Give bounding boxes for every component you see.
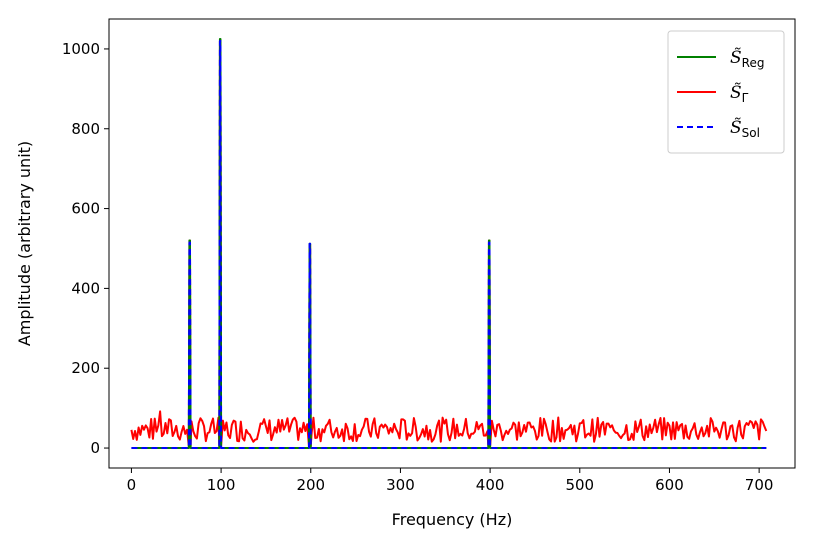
y-tick-label: 400	[71, 279, 100, 297]
x-tick-label: 700	[745, 476, 774, 494]
legend-label: S̃Γ	[730, 83, 749, 105]
x-tick-label: 300	[386, 476, 415, 494]
series-line-gamma	[130, 39, 768, 448]
y-tick-label: 1000	[62, 40, 100, 58]
x-tick-label: 400	[476, 476, 505, 494]
y-axis: 0 200 400 600 800 1000	[62, 40, 109, 457]
y-tick-label: 600	[71, 200, 100, 218]
x-tick-label: 200	[296, 476, 325, 494]
y-tick-label: 0	[90, 439, 100, 457]
series-layer	[130, 37, 768, 450]
y-tick-label: 200	[71, 359, 100, 377]
legend-label: S̃Sol	[730, 118, 760, 140]
x-axis-label: Frequency (Hz)	[392, 510, 513, 529]
series-line-sol	[131, 39, 767, 450]
x-tick-label: 600	[655, 476, 684, 494]
plot-frame	[108, 18, 796, 469]
x-tick-label: 500	[565, 476, 594, 494]
y-tick-label: 800	[71, 120, 100, 138]
x-tick-label: 100	[207, 476, 236, 494]
x-axis: 0 100 200 300 400 500 600 700	[127, 468, 774, 494]
x-tick-label: 0	[127, 476, 137, 494]
legend-label: S̃Reg	[730, 48, 764, 70]
legend: S̃Reg S̃Γ S̃Sol	[667, 30, 785, 154]
y-axis-label: Amplitude (arbitrary unit)	[15, 141, 34, 346]
legend-box	[667, 30, 785, 154]
